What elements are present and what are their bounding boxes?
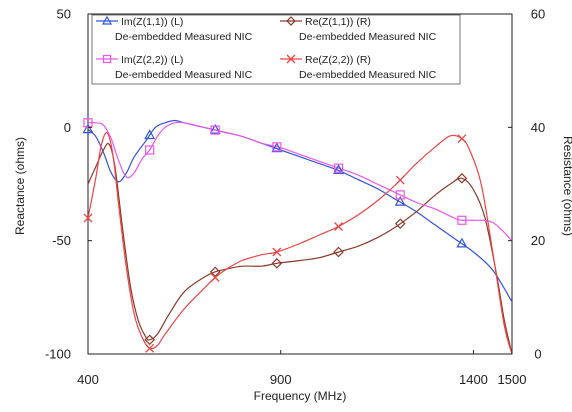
legend-marker-x xyxy=(286,54,296,64)
y-right-tick-label-0: 0 xyxy=(534,347,541,362)
data-point-im-z-2-2-l-890 xyxy=(272,142,282,152)
y-left-tick-label-0: 0 xyxy=(64,120,71,135)
data-point-im-z-1-1-l-1370 xyxy=(456,237,468,248)
data-point-im-z-2-2-l-1050 xyxy=(333,163,344,173)
x-tick-label-900: 900 xyxy=(270,372,292,387)
y-left-tick-label-100: -100 xyxy=(45,347,71,362)
data-point-im-z-2-2-l-730 xyxy=(210,125,220,135)
data-point-im-z-1-1-l-560 xyxy=(144,129,156,140)
marker-layer xyxy=(82,118,468,353)
data-point-re-z-2-2-r-730 xyxy=(210,273,220,282)
y-right-tick-label-60: 60 xyxy=(531,7,545,22)
data-point-re-z-2-2-r-890 xyxy=(272,247,282,257)
data-point-im-z-1-1-l-1050 xyxy=(333,164,345,174)
data-point-im-z-2-2-l-560 xyxy=(145,145,155,155)
y-left-tick-label-50: 50 xyxy=(57,7,71,22)
x-tick-label-400: 400 xyxy=(77,372,99,387)
legend-name-re-z22: Re(Z(2,2)) (R) xyxy=(305,54,371,66)
data-point-re-z-2-2-r-1050 xyxy=(334,222,344,231)
x-axis-label: Frequency (MHz) xyxy=(254,389,347,403)
x-tick-label-1400: 1400 xyxy=(459,372,488,387)
legend-name-im-z11: Im(Z(1,1)) (L) xyxy=(121,16,183,28)
legend-entry-im-z11: Im(Z(1,1)) (L) De-embedded Measured NIC xyxy=(96,15,253,43)
tick-layer: 400 900 1400 1500 50 0 -50 -100 60 40 20 0 xyxy=(45,7,545,388)
series-line-re-z-2-2-r xyxy=(88,132,512,354)
legend-box xyxy=(91,14,461,85)
data-point-im-z-1-1-l-890 xyxy=(271,142,283,153)
y-axis-right-label: Resistance (ohms) xyxy=(561,136,572,236)
data-point-im-z-2-2-l-1210 xyxy=(395,190,405,200)
legend-entry-re-z11: Re(Z(1,1)) (R) De-embedded Measured NIC xyxy=(280,16,437,43)
data-point-re-z-1-1-r-1050 xyxy=(333,246,344,258)
data-point-im-z-1-1-l-730 xyxy=(209,123,221,134)
x-tick-label-1500: 1500 xyxy=(498,372,527,387)
data-point-re-z-1-1-r-560 xyxy=(144,334,156,346)
legend-marker-diamond xyxy=(286,16,296,26)
legend-marker-square xyxy=(102,54,112,64)
legend-name-im-z22: Im(Z(2,2)) (L) xyxy=(121,54,183,66)
legend-entry-re-z22: Re(Z(2,2)) (R) De-embedded Measured NIC xyxy=(280,54,437,81)
y-left-tick-label-50: -50 xyxy=(52,233,71,248)
data-point-im-z-2-2-l-400 xyxy=(83,118,93,128)
legend-marker-triangle xyxy=(101,15,113,25)
series-line-re-z-1-1-r xyxy=(88,142,512,354)
data-point-re-z-2-2-r-400 xyxy=(83,213,93,223)
data-point-re-z-1-1-r-1370 xyxy=(456,172,468,184)
legend: Im(Z(1,1)) (L) De-embedded Measured NIC … xyxy=(91,14,461,85)
legend-sub-re-z22: De-embedded Measured NIC xyxy=(299,69,437,81)
y-axis-left-label: Reactance (ohms) xyxy=(13,137,27,235)
series-layer xyxy=(88,119,512,354)
data-point-im-z-2-2-l-1370 xyxy=(457,215,467,225)
legend-sub-re-z11: De-embedded Measured NIC xyxy=(299,31,437,43)
data-point-re-z-2-2-r-1370 xyxy=(457,134,467,144)
series-line-im-z-2-2-l xyxy=(88,121,512,242)
legend-sub-im-z11: De-embedded Measured NIC xyxy=(115,31,253,43)
legend-name-re-z11: Re(Z(1,1)) (R) xyxy=(305,16,371,28)
data-point-re-z-2-2-r-560 xyxy=(145,343,155,353)
y-right-tick-label-40: 40 xyxy=(531,120,545,135)
data-point-re-z-1-1-r-890 xyxy=(271,257,283,269)
data-point-im-z-1-1-l-1210 xyxy=(394,195,406,206)
data-point-im-z-1-1-l-400 xyxy=(82,123,94,134)
data-point-re-z-1-1-r-730 xyxy=(209,266,221,278)
legend-entry-im-z22: Im(Z(2,2)) (L) De-embedded Measured NIC xyxy=(96,54,253,81)
data-point-re-z-1-1-r-1210 xyxy=(394,218,406,230)
y-right-tick-label-20: 20 xyxy=(531,233,545,248)
legend-sub-im-z22: De-embedded Measured NIC xyxy=(115,69,253,81)
data-point-re-z-2-2-r-1210 xyxy=(395,175,405,185)
